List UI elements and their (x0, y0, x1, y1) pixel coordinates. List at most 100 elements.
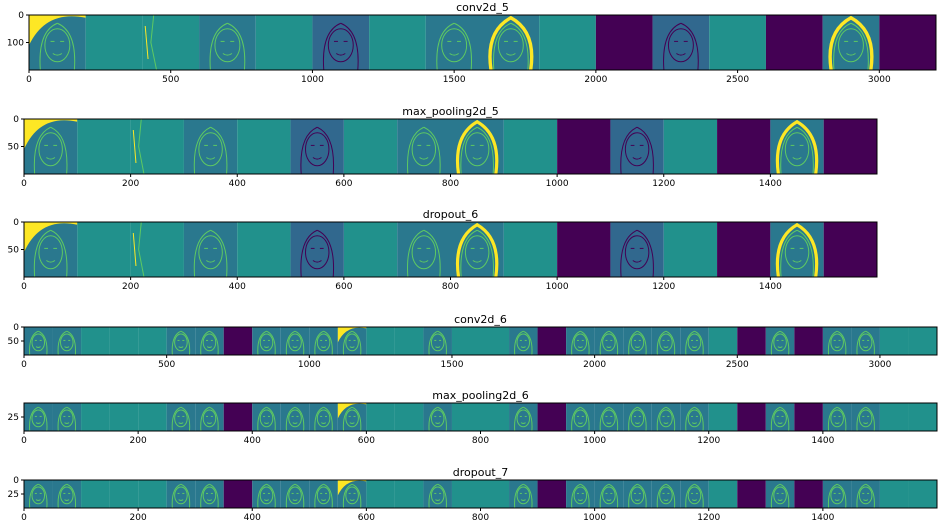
hair-strand (637, 330, 647, 355)
hair-outline (828, 15, 874, 70)
face-outline (174, 486, 188, 505)
tile-uniform (81, 480, 110, 508)
x-tick-label: 1500 (441, 360, 464, 370)
tile-background (425, 15, 483, 70)
hair-strand (38, 406, 48, 431)
hair-strand (796, 229, 814, 277)
face-outline (516, 486, 531, 505)
mouth-mark (792, 260, 802, 263)
face-outline (630, 486, 645, 505)
mouth-mark (863, 499, 869, 501)
tile-dark (794, 327, 823, 355)
face-outline (31, 409, 46, 428)
activation-panel: dropout_7 0 200 400 600 800 1000 1200 1400 0 25 (8, 466, 938, 523)
hair-strand (865, 330, 875, 355)
hair-strand (580, 483, 590, 508)
tile-uniform (908, 327, 937, 355)
face-outline (573, 486, 588, 505)
x-tick-label: 400 (244, 513, 261, 523)
panel-title: max_pooling2d_6 (432, 389, 528, 402)
x-tick-label: 800 (472, 513, 489, 523)
face-outline (174, 333, 188, 352)
mouth-mark (506, 53, 516, 56)
panel-title: dropout_6 (423, 208, 479, 221)
tile-uniform (138, 480, 167, 508)
hair-strand (770, 330, 781, 355)
face-outline (202, 333, 217, 352)
mouth-mark (206, 499, 213, 501)
mouth-mark (263, 422, 270, 424)
tile-uniform (708, 480, 738, 508)
hair-strand (314, 330, 324, 355)
hair-strand (29, 330, 39, 355)
hair-strand (827, 406, 838, 431)
tile-dark (879, 15, 936, 70)
mouth-mark (52, 53, 63, 56)
hair-strand (780, 126, 798, 174)
face-outline (411, 235, 437, 270)
hair-strand (827, 483, 838, 508)
tile-uniform (109, 480, 139, 508)
hair-strand (608, 483, 619, 508)
mouth-mark (472, 260, 482, 263)
x-tick-label: 500 (158, 360, 175, 370)
hair-strand (300, 229, 318, 277)
mouth-mark (634, 499, 641, 501)
tile-background (290, 119, 344, 174)
face-outline (31, 333, 46, 352)
tile-edges (142, 15, 200, 70)
x-tick-label: 1000 (583, 436, 606, 446)
hair-strand (351, 483, 362, 508)
hair-strand (209, 22, 228, 70)
edge-line (138, 119, 145, 174)
tile-dark (717, 222, 771, 277)
hair-strand (453, 22, 473, 70)
mouth-mark (634, 346, 641, 348)
hair-strand (193, 229, 211, 277)
hair-strand (66, 330, 77, 355)
face-outline (430, 333, 445, 352)
tile-uniform (503, 119, 558, 174)
hair-strand (599, 483, 610, 508)
tile-uniform (255, 15, 313, 70)
hair-strand (257, 483, 267, 508)
tile-dark (223, 403, 253, 431)
mouth-mark (35, 499, 41, 501)
face-outline (411, 132, 437, 167)
hair-strand (209, 483, 219, 508)
hair-highlight (337, 403, 367, 419)
hair-strand (865, 406, 875, 431)
tile-uniform (138, 327, 167, 355)
face-outline (430, 486, 445, 505)
mouth-mark (206, 157, 216, 160)
x-tick-label: 200 (122, 282, 139, 292)
hair-strand (523, 483, 533, 508)
x-tick-label: 1000 (583, 513, 606, 523)
y-tick-label: 0 (13, 115, 19, 125)
tile-uniform (480, 403, 510, 431)
tile-background (183, 222, 238, 277)
mouth-mark (178, 346, 184, 348)
x-tick-label: 500 (162, 75, 179, 85)
x-tick-label: 200 (130, 513, 147, 523)
hair-strand (180, 483, 191, 508)
hair-strand (266, 483, 276, 508)
hair-strand (694, 406, 704, 431)
hair-strand (428, 483, 438, 508)
hair-strand (66, 406, 77, 431)
tile-uniform (237, 119, 291, 174)
hair-strand (636, 126, 654, 174)
hair-strand (514, 406, 524, 431)
hair-strand (608, 330, 619, 355)
y-tick-label: 50 (8, 143, 20, 153)
hair-strand (423, 229, 441, 277)
x-tick-label: 1400 (759, 282, 782, 292)
hair-strand (850, 22, 869, 70)
tile-dark (794, 480, 823, 508)
hair-highlight (29, 15, 86, 46)
mouth-mark (312, 157, 322, 160)
tile-uniform (85, 15, 143, 70)
mouth-mark (349, 499, 355, 501)
tile-dark (537, 327, 567, 355)
hair-strand (476, 126, 494, 174)
